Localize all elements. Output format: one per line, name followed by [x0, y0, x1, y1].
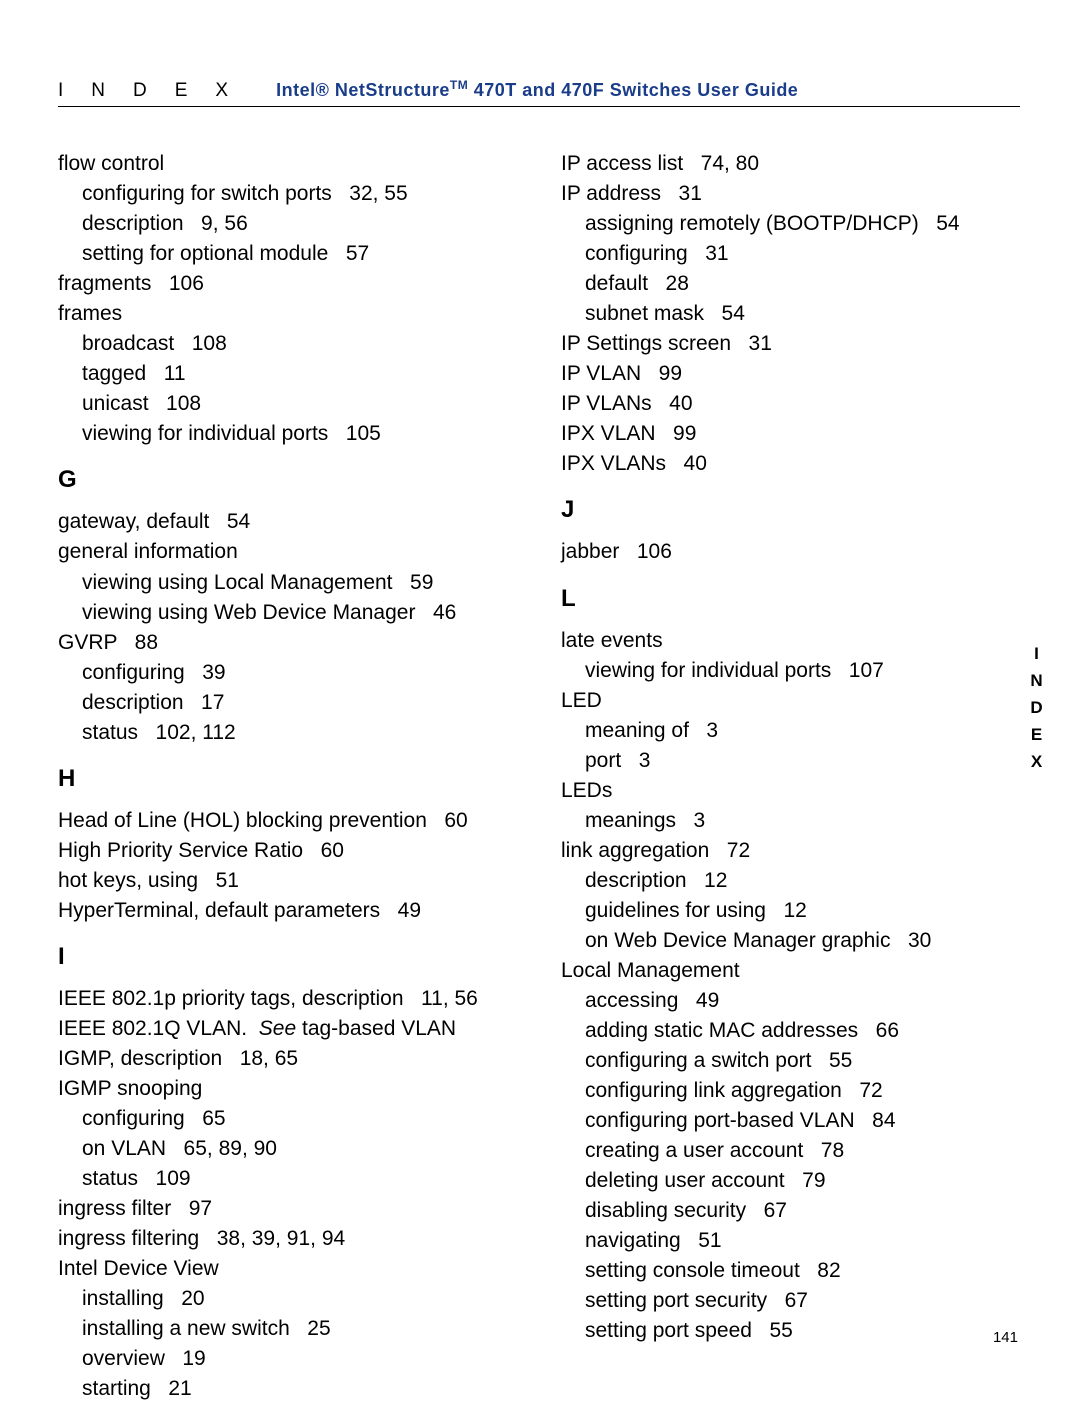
index-entry: LEDs	[561, 776, 1020, 806]
index-entry: IGMP, description 18, 65	[58, 1044, 517, 1074]
index-subentry: configuring 31	[561, 239, 1020, 269]
index-section-letter: G	[58, 463, 517, 497]
index-subentry: adding static MAC addresses 66	[561, 1016, 1020, 1046]
index-subentry: viewing using Web Device Manager 46	[58, 598, 517, 628]
index-subentry: deleting user account 79	[561, 1166, 1020, 1196]
index-section-letter: I	[58, 940, 517, 974]
index-subentry: broadcast 108	[58, 329, 517, 359]
index-see-keyword: See	[259, 1017, 296, 1040]
index-entry: hot keys, using 51	[58, 866, 517, 896]
header-doc-title: Intel® NetStructureTM 470T and 470F Swit…	[276, 78, 798, 101]
index-subentry: description 17	[58, 688, 517, 718]
index-subentry: viewing using Local Management 59	[58, 568, 517, 598]
index-subentry: tagged 11	[58, 359, 517, 389]
index-entry: IP VLAN 99	[561, 359, 1020, 389]
index-subentry: navigating 51	[561, 1226, 1020, 1256]
index-subentry: configuring 39	[58, 658, 517, 688]
index-entry: IP VLANs 40	[561, 389, 1020, 419]
header-title-suffix: 470T and 470F Switches User Guide	[468, 80, 798, 100]
header-title-prefix: Intel® NetStructure	[276, 80, 450, 100]
index-subentry: installing 20	[58, 1284, 517, 1314]
index-see-prefix: IEEE 802.1Q VLAN.	[58, 1017, 259, 1040]
index-entry: LED	[561, 686, 1020, 716]
index-entry: IP address 31	[561, 179, 1020, 209]
index-subentry: setting for optional module 57	[58, 239, 517, 269]
index-entry: fragments 106	[58, 269, 517, 299]
side-tab-label: INDEX	[1026, 644, 1046, 779]
index-subentry: on VLAN 65, 89, 90	[58, 1134, 517, 1164]
page: INDEX Intel® NetStructureTM 470T and 470…	[0, 0, 1080, 1388]
index-entry: jabber 106	[561, 537, 1020, 567]
header-section-label: INDEX	[58, 80, 256, 102]
trademark-symbol: TM	[450, 78, 468, 92]
index-entry: HyperTerminal, default parameters 49	[58, 896, 517, 926]
index-entry: IPX VLAN 99	[561, 419, 1020, 449]
index-subentry: unicast 108	[58, 389, 517, 419]
index-subentry: overview 19	[58, 1344, 517, 1374]
index-section-letter: L	[561, 582, 1020, 616]
index-entry: gateway, default 54	[58, 507, 517, 537]
index-subentry: status 109	[58, 1164, 517, 1194]
index-subentry: starting 21	[58, 1374, 517, 1404]
index-entry: IEEE 802.1p priority tags, description 1…	[58, 984, 517, 1014]
index-entry: IP Settings screen 31	[561, 329, 1020, 359]
index-entry: Head of Line (HOL) blocking prevention 6…	[58, 806, 517, 836]
index-entry: general information	[58, 537, 517, 567]
index-subentry: description 9, 56	[58, 209, 517, 239]
index-subentry: configuring port-based VLAN 84	[561, 1106, 1020, 1136]
index-subentry: guidelines for using 12	[561, 896, 1020, 926]
index-entry: IGMP snooping	[58, 1074, 517, 1104]
index-subentry: meanings 3	[561, 806, 1020, 836]
page-number: 141	[993, 1329, 1018, 1346]
index-subentry: configuring 65	[58, 1104, 517, 1134]
index-entry: High Priority Service Ratio 60	[58, 836, 517, 866]
index-section-letter: J	[561, 493, 1020, 527]
index-subentry: configuring for switch ports 32, 55	[58, 179, 517, 209]
index-see-target: tag-based VLAN	[296, 1017, 456, 1040]
index-subentry: installing a new switch 25	[58, 1314, 517, 1344]
index-subentry: accessing 49	[561, 986, 1020, 1016]
index-subentry: configuring link aggregation 72	[561, 1076, 1020, 1106]
index-entry: IPX VLANs 40	[561, 449, 1020, 479]
index-subentry: disabling security 67	[561, 1196, 1020, 1226]
index-entry: frames	[58, 299, 517, 329]
index-subentry: default 28	[561, 269, 1020, 299]
index-subentry: configuring a switch port 55	[561, 1046, 1020, 1076]
index-entry: flow control	[58, 149, 517, 179]
index-section-letter: H	[58, 762, 517, 796]
index-subentry: creating a user account 78	[561, 1136, 1020, 1166]
index-entry: link aggregation 72	[561, 836, 1020, 866]
index-column-left: flow controlconfiguring for switch ports…	[58, 149, 517, 1405]
index-entry: GVRP 88	[58, 628, 517, 658]
index-subentry: description 12	[561, 866, 1020, 896]
index-subentry: assigning remotely (BOOTP/DHCP) 54	[561, 209, 1020, 239]
index-subentry: setting console timeout 82	[561, 1256, 1020, 1286]
index-subentry: on Web Device Manager graphic 30	[561, 926, 1020, 956]
index-subentry: port 3	[561, 746, 1020, 776]
index-subentry: setting port speed 55	[561, 1316, 1020, 1346]
index-entry: Local Management	[561, 956, 1020, 986]
index-entry: ingress filter 97	[58, 1194, 517, 1224]
index-subentry: setting port security 67	[561, 1286, 1020, 1316]
index-subentry: meaning of 3	[561, 716, 1020, 746]
page-header: INDEX Intel® NetStructureTM 470T and 470…	[58, 78, 1020, 107]
index-entry: ingress filtering 38, 39, 91, 94	[58, 1224, 517, 1254]
index-subentry: viewing for individual ports 105	[58, 419, 517, 449]
index-entry: IP access list 74, 80	[561, 149, 1020, 179]
index-column-right: IP access list 74, 80IP address 31assign…	[561, 149, 1020, 1405]
index-entry: Intel Device View	[58, 1254, 517, 1284]
index-see-reference: IEEE 802.1Q VLAN. See tag-based VLAN	[58, 1014, 517, 1044]
index-subentry: subnet mask 54	[561, 299, 1020, 329]
index-subentry: status 102, 112	[58, 718, 517, 748]
index-columns: flow controlconfiguring for switch ports…	[58, 149, 1020, 1405]
index-entry: late events	[561, 626, 1020, 656]
index-subentry: viewing for individual ports 107	[561, 656, 1020, 686]
